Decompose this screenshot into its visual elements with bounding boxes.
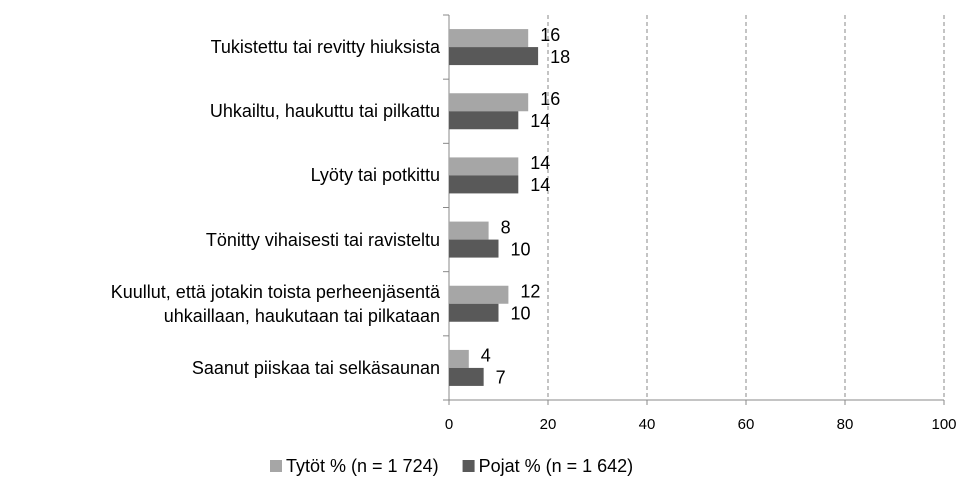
bar [449,157,519,176]
legend-swatch [462,460,475,472]
y-tick-label: Lyöty tai potkittu [310,165,440,186]
bar [449,111,519,130]
x-tick-label: 40 [639,416,656,433]
y-tick-label: Kuullut, että jotakin toista perheenjäse… [110,281,440,326]
data-label: 18 [550,47,570,67]
legend-swatch [270,460,282,472]
x-tick-label: 80 [837,416,854,433]
x-tick-label: 100 [931,416,956,433]
y-tick-label: Saanut piiskaa tai selkäsaunan [191,357,440,378]
bar [449,303,499,322]
legend-label: Pojat % (n = 1 642) [479,456,634,476]
x-tick-label: 60 [738,416,755,433]
legend-label: Tytöt % (n = 1 724) [286,456,439,476]
bar [449,175,519,194]
data-label: 7 [496,368,506,388]
bar [449,47,539,66]
bar [449,349,469,368]
data-label: 10 [511,239,531,259]
data-label: 8 [501,217,511,237]
data-label: 14 [530,111,550,131]
x-tick-label: 20 [540,416,557,433]
data-label: 4 [481,346,491,366]
bar [449,29,529,48]
bar [449,221,489,240]
bar [449,367,484,386]
y-tick-label: Tönitty vihaisesti tai ravisteltu [205,229,440,250]
y-tick-label: Tukistettu tai revitty hiuksista [210,37,440,58]
data-label: 14 [530,153,550,173]
bar [449,239,499,258]
data-label: 16 [540,89,560,109]
bar [449,93,529,112]
x-tick-label: 0 [445,416,453,433]
data-label: 10 [511,304,531,324]
bar [449,285,509,304]
data-label: 14 [530,175,550,195]
data-label: 16 [540,25,560,45]
data-label: 12 [520,282,540,302]
y-tick-label: Uhkailtu, haukuttu tai pilkattu [209,101,440,122]
